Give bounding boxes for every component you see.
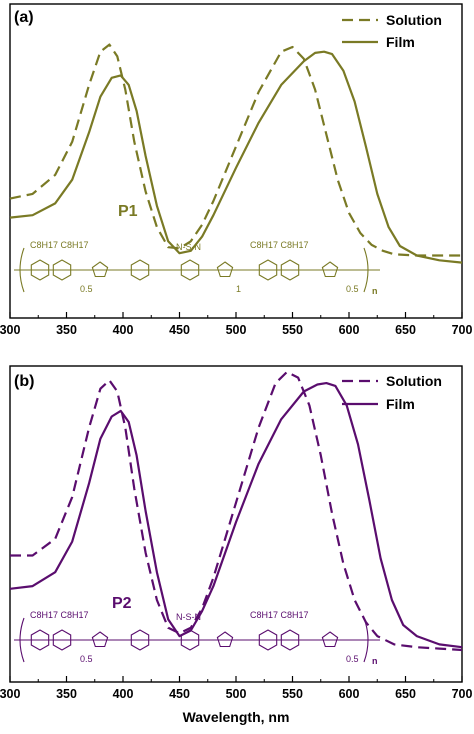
subscript-right: 0.5 — [346, 654, 359, 664]
ring-hexagon — [30, 629, 50, 651]
ring-hexagon — [280, 259, 300, 281]
ring-hexagon — [258, 259, 278, 281]
legend-label-solution: Solution — [386, 373, 442, 389]
x-tick-label: 500 — [226, 687, 247, 701]
series-line-film — [9, 382, 463, 649]
polymer-label: P2 — [112, 595, 132, 612]
x-tick-label: 550 — [282, 687, 303, 701]
x-tick-label: 700 — [452, 323, 473, 337]
x-tick-label: 550 — [282, 323, 303, 337]
x-tick-label: 650 — [395, 323, 416, 337]
ring-thiophene — [321, 261, 339, 278]
substituent-right: C8H17 C8H17 — [250, 240, 309, 250]
subscript-left: 0.5 — [80, 654, 93, 664]
substituent-mid: N-S-N — [176, 242, 201, 252]
subscript-left: 0.5 — [80, 284, 93, 294]
x-tick-label: 450 — [169, 323, 190, 337]
legend-label-film: Film — [386, 34, 415, 50]
polymer-label: P1 — [118, 203, 138, 220]
panel-label: (b) — [14, 373, 34, 390]
panel-label: (a) — [14, 9, 34, 26]
series-line-solution — [9, 43, 462, 257]
x-tick-label: 400 — [113, 687, 134, 701]
ring-thiophene — [216, 631, 234, 648]
x-tick-label: 600 — [339, 323, 360, 337]
x-tick-label: 300 — [0, 323, 20, 337]
panel-a: 300 350 400 450 500 550 600 650 700 Solution Film (… — [0, 3, 473, 337]
x-tick-label: 500 — [226, 323, 247, 337]
ring-hexagon — [180, 629, 200, 651]
substituent-mid: N-S-N — [176, 612, 201, 622]
x-tick-label: 300 — [0, 687, 20, 701]
ring-hexagon — [258, 629, 278, 651]
chemical-structure: C8H17 C8H17 N-S-N C8H17 C8H17 0.5 1 0.5 n — [14, 240, 380, 296]
x-axis-title: Wavelength, nm — [183, 709, 290, 725]
bracket-left — [19, 247, 25, 293]
bracket-right — [363, 617, 369, 663]
ring-thiophene — [91, 261, 109, 278]
substituent-left: C8H17 C8H17 — [30, 610, 89, 620]
x-tick-label: 450 — [169, 687, 190, 701]
ring-thiophene — [216, 261, 234, 278]
x-tick-label: 700 — [452, 687, 473, 701]
legend-label-solution: Solution — [386, 12, 442, 28]
subscript-mid: 1 — [236, 284, 241, 294]
ring-hexagon — [130, 259, 150, 281]
substituent-left: C8H17 C8H17 — [30, 240, 89, 250]
x-tick-label: 650 — [395, 687, 416, 701]
repeat-n: n — [372, 286, 378, 296]
ring-hexagon — [30, 259, 50, 281]
ring-hexagon — [52, 259, 72, 281]
bracket-left — [19, 617, 25, 663]
series-line-solution — [10, 370, 463, 652]
subscript-right: 0.5 — [346, 284, 359, 294]
repeat-n: n — [372, 656, 378, 666]
ring-hexagon — [180, 259, 200, 281]
bracket-right — [363, 247, 369, 293]
x-tick-label: 350 — [56, 687, 77, 701]
ring-hexagon — [280, 629, 300, 651]
x-tick-label: 350 — [56, 323, 77, 337]
substituent-right: C8H17 C8H17 — [250, 610, 309, 620]
ring-hexagon — [52, 629, 72, 651]
ring-hexagon — [130, 629, 150, 651]
ring-thiophene — [91, 631, 109, 648]
x-tick-label: 400 — [113, 323, 134, 337]
ring-thiophene — [321, 631, 339, 648]
series-line-film — [9, 50, 463, 264]
x-tick-label: 600 — [339, 687, 360, 701]
chemical-structure: C8H17 C8H17 N-S-N C8H17 C8H17 0.5 0.5 n — [14, 610, 380, 666]
legend-label-film: Film — [386, 396, 415, 412]
panel-b: 300 350 400 450 500 550 600 650 700 Solution Film (… — [0, 365, 473, 725]
